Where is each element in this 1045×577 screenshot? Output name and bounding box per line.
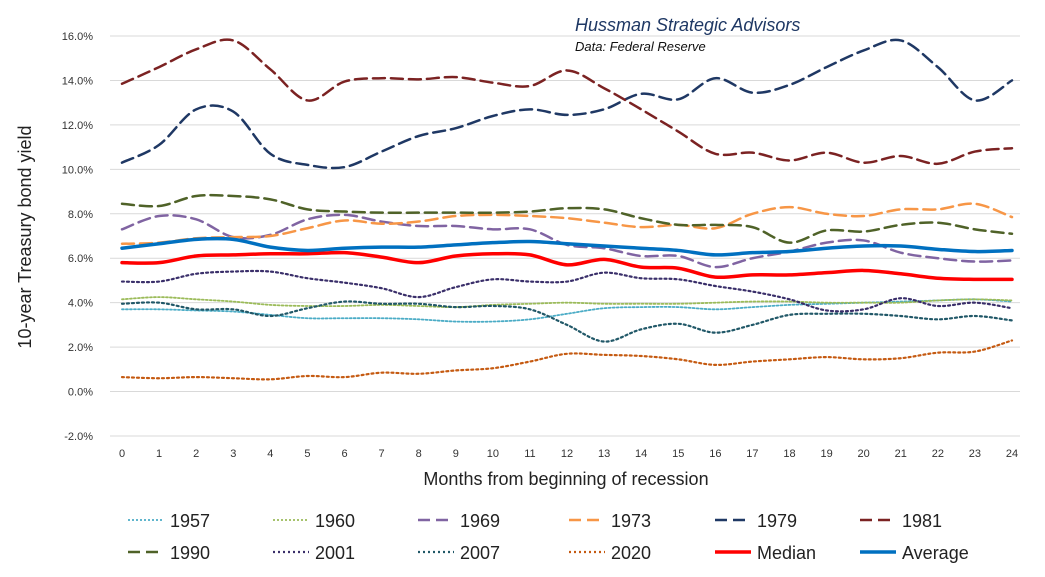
series-line-1960 [121, 296, 1013, 309]
legend-label: Median [757, 543, 816, 563]
y-tick-label: 12.0% [62, 120, 93, 132]
x-tick-label: 24 [1006, 448, 1018, 460]
y-axis-title: 10-year Treasury bond yield [15, 125, 35, 348]
grid-lines [110, 35, 1020, 437]
x-tick-label: 8 [416, 448, 422, 460]
x-tick-label: 20 [858, 448, 870, 460]
x-tick-label: 13 [598, 448, 610, 460]
y-tick-label: 6.0% [68, 253, 93, 265]
x-tick-label: 9 [453, 448, 459, 460]
y-tick-label: 16.0% [62, 31, 93, 43]
legend-label: 1969 [460, 511, 500, 531]
legend-label: 1990 [170, 543, 210, 563]
y-axis-ticks: -2.0% 0.0% 2.0% 4.0% 6.0% 8.0% 10.0% 12.0% 14.0%… [62, 31, 93, 443]
y-tick-label: 8.0% [68, 209, 93, 221]
x-tick-label: 3 [230, 448, 236, 460]
x-tick-label: 14 [635, 448, 647, 460]
x-tick-label: 19 [820, 448, 832, 460]
x-tick-label: 22 [932, 448, 944, 460]
x-tick-label: 5 [304, 448, 310, 460]
x-tick-label: 12 [561, 448, 573, 460]
legend-label: 1979 [757, 511, 797, 531]
x-tick-label: 7 [379, 448, 385, 460]
x-tick-label: 18 [783, 448, 795, 460]
source-subtitle: Data: Federal Reserve [575, 39, 706, 54]
source-title: Hussman Strategic Advisors [575, 15, 800, 35]
y-tick-label: -2.0% [64, 431, 93, 443]
legend-label: Average [902, 543, 969, 563]
x-tick-label: 0 [119, 448, 125, 460]
legend: 1957 1960 1969 1973 1979 1981 1990 2001 2007 2020… [128, 511, 969, 563]
x-tick-label: 4 [267, 448, 273, 460]
x-tick-label: 21 [895, 448, 907, 460]
x-tick-label: 6 [341, 448, 347, 460]
x-axis-ticks: 0 1 2 3 4 5 6 7 8 9 10 11 12 13 14 15 16 17 18 19 20 21 22 23 24 [119, 448, 1018, 460]
x-tick-label: 17 [746, 448, 758, 460]
series-line-1990 [120, 193, 1014, 244]
x-tick-label: 10 [487, 448, 499, 460]
y-tick-label: 14.0% [62, 75, 93, 87]
x-tick-label: 2 [193, 448, 199, 460]
series-line-2020 [120, 339, 1014, 381]
y-tick-label: 4.0% [68, 298, 93, 310]
x-tick-label: 1 [156, 448, 162, 460]
x-axis-title: Months from beginning of recession [423, 469, 708, 489]
x-tick-label: 23 [969, 448, 981, 460]
legend-label: 2001 [315, 543, 355, 563]
legend-label: 1981 [902, 511, 942, 531]
series-line-median [120, 250, 1014, 282]
y-tick-label: 2.0% [68, 342, 93, 354]
series-line-2007 [120, 300, 1014, 343]
legend-label: 2020 [611, 543, 651, 563]
y-tick-label: 0.0% [68, 387, 93, 399]
series-line-average [120, 236, 1014, 257]
series-lines [120, 38, 1014, 381]
x-tick-label: 16 [709, 448, 721, 460]
legend-label: 1957 [170, 511, 210, 531]
series-line-1969 [120, 213, 1014, 269]
legend-label: 1960 [315, 511, 355, 531]
legend-label: 1973 [611, 511, 651, 531]
legend-label: 2007 [460, 543, 500, 563]
series-line-2001 [120, 269, 1014, 313]
x-tick-label: 11 [524, 448, 535, 460]
series-line-1973 [120, 202, 1014, 246]
y-tick-label: 10.0% [62, 164, 93, 176]
series-line-1979 [120, 38, 1014, 170]
x-tick-label: 15 [672, 448, 684, 460]
series-line-1981 [120, 38, 1014, 166]
